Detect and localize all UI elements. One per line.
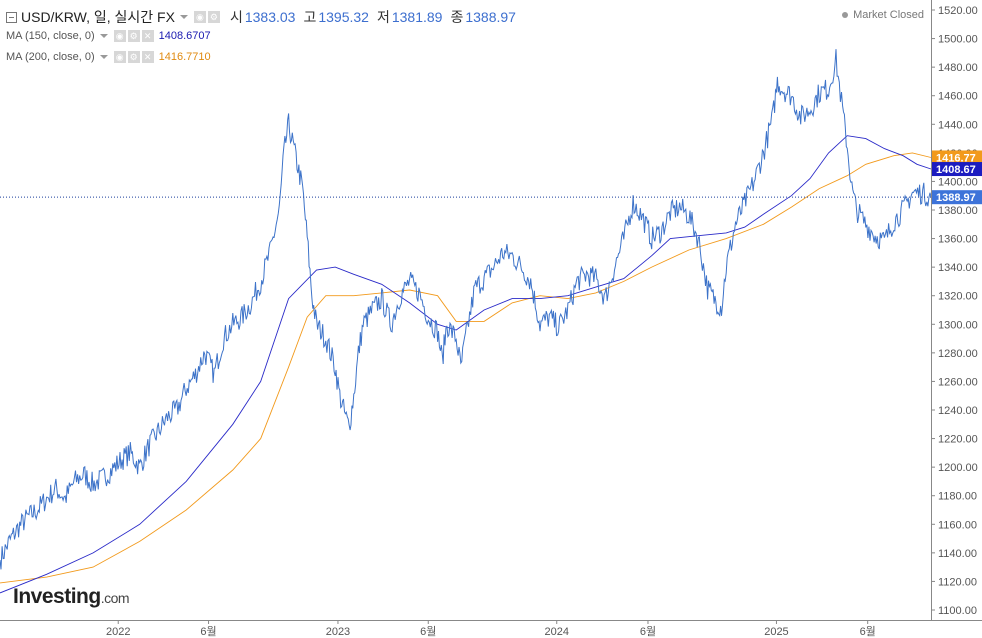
y-tick-label: 1440.00 — [938, 119, 978, 131]
low-value: 1381.89 — [391, 9, 443, 25]
y-tick-label: 1380.00 — [938, 205, 978, 217]
series-line-ma150 — [0, 135, 932, 594]
open-label: 시 — [229, 9, 243, 25]
indicator-ma150-row: MA (150, close, 0) ◉ ⚙ ✕ 1408.6707 — [6, 30, 211, 42]
x-tick-label: 2023 — [326, 626, 350, 638]
y-tick-label: 1260.00 — [938, 376, 978, 388]
chevron-down-icon[interactable] — [99, 55, 108, 59]
symbol-name[interactable]: USD/KRW, 일, 실시간 FX — [21, 9, 175, 25]
plot-background[interactable] — [0, 0, 931, 620]
x-tick-label: 6월 — [420, 625, 436, 638]
y-tick-label: 1180.00 — [938, 491, 977, 503]
collapse-icon[interactable] — [6, 11, 17, 23]
y-tick-label: 1360.00 — [938, 234, 978, 246]
high-value: 1395.32 — [318, 9, 369, 25]
ma200-price-badge: 1416.77 — [936, 152, 976, 164]
indicator-ma200-row: MA (200, close, 0) ◉ ⚙ ✕ 1416.7710 — [6, 51, 211, 63]
series-line-price — [0, 49, 932, 570]
chevron-down-icon[interactable] — [99, 34, 108, 38]
ma200-price-badge-bg — [932, 150, 982, 165]
x-tick-label: 6월 — [860, 625, 876, 638]
settings-icon[interactable]: ⚙ — [127, 51, 140, 63]
y-tick-label: 1140.00 — [938, 548, 977, 560]
close-label: 종 — [450, 9, 464, 25]
y-tick-label: 1340.00 — [938, 262, 978, 274]
close-value: 1388.97 — [465, 9, 516, 25]
x-tick-label: 2025 — [764, 626, 788, 638]
open-value: 1383.03 — [244, 9, 296, 25]
y-tick-label: 1160.00 — [938, 519, 977, 531]
y-tick-label: 1460.00 — [938, 91, 978, 103]
investing-logo: Investing.com — [13, 585, 130, 609]
x-tick-label: 6월 — [200, 625, 216, 638]
close-icon[interactable]: ✕ — [141, 51, 154, 63]
y-tick-label: 1280.00 — [938, 348, 978, 360]
y-tick-label: 1300.00 — [938, 319, 978, 331]
y-tick-label: 1220.00 — [938, 434, 978, 446]
status-dot-icon — [842, 12, 849, 18]
ma150-price-badge-bg — [932, 162, 982, 177]
last-price-badge: 1388.97 — [936, 192, 976, 204]
low-label: 저 — [376, 9, 390, 25]
x-tick-label: 2024 — [544, 626, 568, 638]
x-tick-label: 2022 — [106, 626, 130, 638]
chart-plot-area[interactable] — [0, 0, 931, 620]
ma150-label[interactable]: MA (150, close, 0) — [6, 30, 95, 42]
logo-suffix: .com — [100, 590, 130, 606]
eye-icon[interactable]: ◉ — [113, 30, 126, 42]
ma200-label[interactable]: MA (200, close, 0) — [6, 51, 95, 63]
y-tick-label: 1320.00 — [938, 291, 978, 303]
high-label: 고 — [303, 9, 317, 25]
series-line-ma200 — [0, 152, 932, 584]
y-tick-label: 1480.00 — [938, 62, 978, 74]
y-tick-label: 1100.00 — [938, 605, 977, 617]
chart-series-layer — [0, 49, 932, 594]
market-status-label: Market Closed — [853, 9, 924, 21]
ma150-value: 1408.6707 — [158, 30, 211, 42]
close-icon[interactable]: ✕ — [141, 30, 154, 42]
chart-title-row: USD/KRW, 일, 실시간 FX ◉ ⚙ 시 1383.03 고 1395.32… — [6, 7, 516, 27]
y-tick-label: 1520.00 — [938, 5, 978, 17]
eye-icon[interactable]: ◉ — [113, 51, 126, 63]
y-tick-label: 1240.00 — [938, 405, 978, 417]
settings-icon[interactable]: ⚙ — [207, 11, 220, 23]
market-status: Market Closed — [842, 9, 924, 21]
y-tick-label: 1400.00 — [938, 176, 978, 188]
y-tick-label: 1120.00 — [938, 576, 977, 588]
y-tick-label: 1200.00 — [938, 462, 978, 474]
ma150-price-badge: 1408.67 — [936, 164, 976, 176]
eye-icon[interactable]: ◉ — [193, 11, 206, 23]
last-price-badge-bg — [932, 190, 982, 205]
logo-text: Investing — [13, 585, 101, 608]
x-tick-label: 6월 — [640, 625, 656, 638]
ma200-value: 1416.7710 — [158, 51, 211, 63]
settings-icon[interactable]: ⚙ — [127, 30, 140, 42]
y-tick-label: 1500.00 — [938, 34, 978, 46]
chevron-down-icon[interactable] — [179, 15, 188, 19]
